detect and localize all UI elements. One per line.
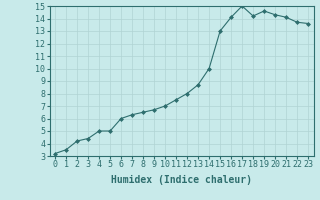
X-axis label: Humidex (Indice chaleur): Humidex (Indice chaleur): [111, 175, 252, 185]
